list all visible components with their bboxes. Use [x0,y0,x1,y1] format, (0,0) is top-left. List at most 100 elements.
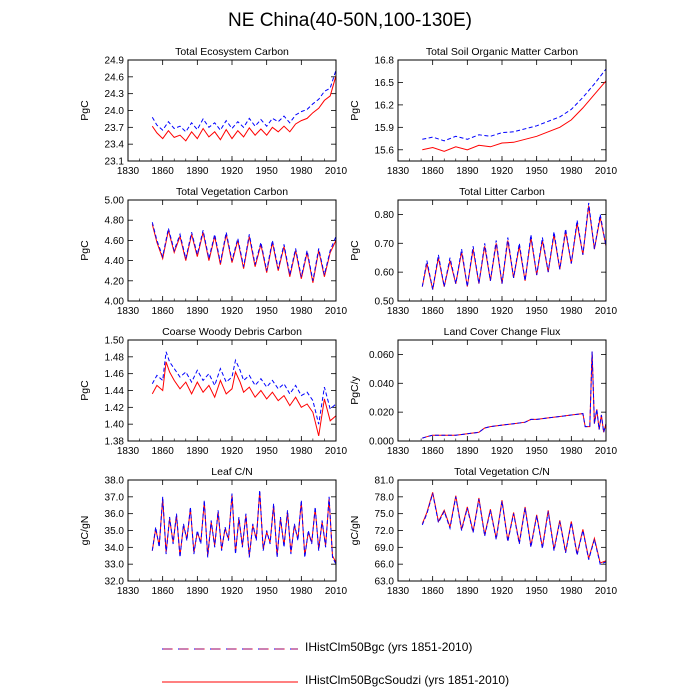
plot-frame [397,479,607,582]
x-tick-label: 1920 [221,306,244,317]
panel-total-soil-organic-matter-carbon: Total Soil Organic Matter Carbon PgC 1830 1… [349,46,618,177]
panel-title: Coarse Woody Debris Carbon [162,326,302,338]
x-tick-label: 1860 [422,166,445,177]
series-line-ihistclm50bgcsoudzi [422,351,607,439]
x-tick-label: 1950 [526,586,549,597]
y-tick-label: 0.020 [369,408,394,419]
y-tick-label: 1.46 [105,369,125,380]
y-tick-label: 34.0 [105,543,125,554]
series-line-ihistclm50bgc [151,222,337,281]
series-line-ihistclm50bgcsoudzi [151,361,337,437]
y-tick-label: 72.0 [375,526,395,537]
panel-coarse-woody-debris-carbon: Coarse Woody Debris Carbon PgC 1830 1860 189… [79,326,348,457]
x-tick-label: 1860 [422,306,445,317]
x-tick-label: 1890 [456,166,479,177]
x-tick-label: 2010 [595,586,618,597]
y-tick-label: 0.040 [369,379,394,390]
series-line-ihistclm50bgcsoudzi [422,80,607,152]
x-tick-label: 1980 [290,446,313,457]
x-tick-label: 1860 [422,586,445,597]
plot-frame [127,479,337,582]
y-tick-label: 24.6 [105,72,125,83]
y-tick-label: 63.0 [375,577,395,588]
x-tick-label: 1980 [560,446,583,457]
panel-title: Total Soil Organic Matter Carbon [426,46,578,58]
x-tick-label: 1830 [117,446,140,457]
legend-label-soudzi: IHistClm50BgcSoudzi (yrs 1851-2010) [305,673,510,687]
panel-title: Total Vegetation Carbon [176,186,288,198]
x-tick-label: 1860 [152,586,175,597]
x-tick-label: 2010 [595,166,618,177]
y-tick-label: 1.48 [105,352,125,363]
y-tick-label: 1.38 [105,437,125,448]
y-tick-label: 1.50 [105,336,125,347]
plot-frame [397,199,607,302]
y-tick-label: 0.70 [375,239,395,250]
page-title: NE China(40-50N,100-130E) [228,10,472,31]
x-tick-label: 1830 [117,166,140,177]
x-tick-label: 1890 [456,586,479,597]
y-axis-label: PgC [79,240,91,261]
y-axis-label: gC/gN [349,516,361,546]
y-tick-label: 4.80 [105,216,125,227]
x-tick-label: 1830 [387,166,410,177]
y-tick-label: 0.50 [375,297,395,308]
y-axis-label: PgC/y [349,375,361,404]
x-tick-label: 1890 [186,306,209,317]
y-tick-label: 5.00 [105,196,125,207]
x-tick-label: 1860 [152,306,175,317]
x-tick-label: 1830 [387,306,410,317]
x-tick-label: 1860 [422,446,445,457]
y-tick-label: 78.0 [375,492,395,503]
y-tick-label: 33.0 [105,560,125,571]
x-tick-label: 2010 [325,586,348,597]
panel-title: Total Ecosystem Carbon [175,46,289,58]
legend-entry-bgc: IHistClm50Bgc (yrs 1851-2010) [160,640,560,656]
series-line-ihistclm50bgc [151,490,337,565]
legend-entry-soudzi: IHistClm50BgcSoudzi (yrs 1851-2010) [160,673,560,689]
y-tick-label: 36.0 [105,509,125,520]
x-tick-label: 1920 [491,446,514,457]
x-tick-label: 1830 [387,586,410,597]
x-tick-label: 1890 [456,306,479,317]
plot-frame [127,199,337,302]
legend-label-bgc: IHistClm50Bgc (yrs 1851-2010) [305,640,473,654]
y-tick-label: 15.9 [375,123,395,134]
panel-title: Leaf C/N [211,466,252,478]
y-tick-label: 24.0 [105,106,125,117]
x-tick-label: 1980 [290,306,313,317]
plot-frame [397,339,607,442]
x-tick-label: 1950 [256,446,279,457]
x-tick-label: 1950 [526,306,549,317]
panel-title: Total Litter Carbon [459,186,545,198]
y-tick-label: 15.6 [375,145,395,156]
y-tick-label: 69.0 [375,543,395,554]
x-tick-label: 1830 [387,446,410,457]
x-tick-label: 1830 [117,306,140,317]
plot-frame [127,339,337,442]
plot-frame [127,59,337,162]
y-tick-label: 0.060 [369,350,394,361]
x-tick-label: 1920 [221,586,244,597]
x-tick-label: 1920 [491,306,514,317]
panel-leaf-c-n: Leaf C/N gC/gN 1830 1860 1890 1920 1950 1980 201… [79,466,348,597]
y-tick-label: 23.1 [105,157,125,168]
y-tick-label: 75.0 [375,509,395,520]
x-tick-label: 1920 [491,586,514,597]
x-tick-label: 1980 [560,166,583,177]
y-tick-label: 35.0 [105,526,125,537]
y-tick-label: 16.2 [375,100,395,111]
y-axis-label: PgC [349,100,361,121]
series-line-ihistclm50bgc [421,493,607,565]
panel-total-litter-carbon: Total Litter Carbon PgC 1830 1860 1890 1920 19… [349,186,618,317]
x-tick-label: 1950 [526,166,549,177]
panel-total-vegetation-c-n: Total Vegetation C/N gC/gN 1830 1860 1890 192… [349,466,618,597]
y-tick-label: 4.00 [105,297,125,308]
series-line-ihistclm50bgc [422,68,607,142]
panel-total-vegetation-carbon: Total Vegetation Carbon PgC 1830 1860 1890 19… [79,186,348,317]
panel-land-cover-change-flux: Land Cover Change Flux PgC/y 1830 1860 1890 1… [349,326,618,457]
x-tick-label: 1890 [186,586,209,597]
panel-title: Land Cover Change Flux [444,326,561,338]
y-tick-label: 81.0 [375,476,395,487]
